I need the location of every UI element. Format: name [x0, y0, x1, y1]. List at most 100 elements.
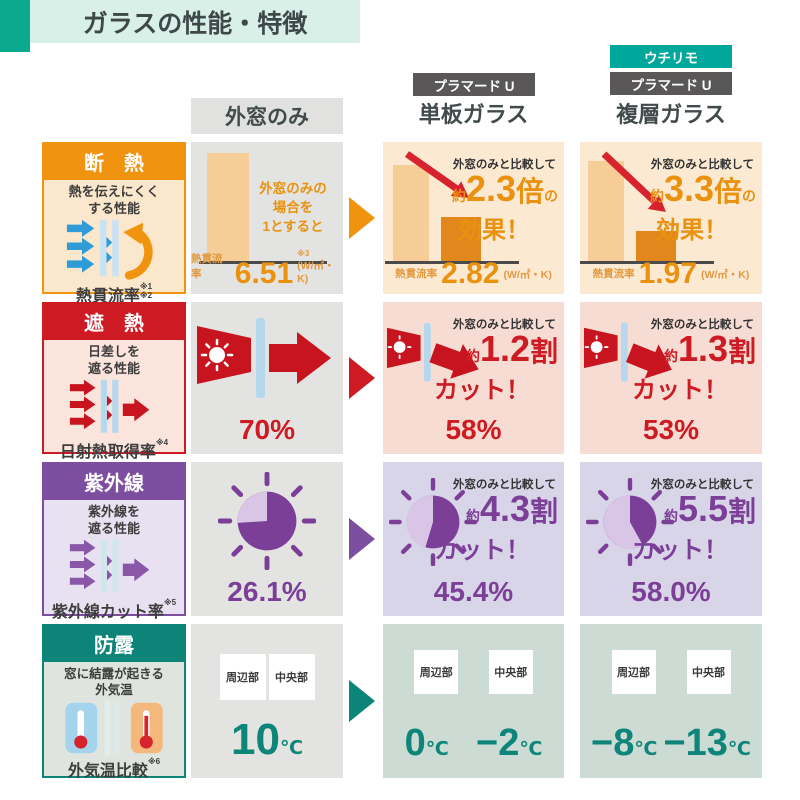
uv-arrows-icon: [69, 539, 150, 593]
shade-single-value: 58%: [445, 414, 502, 445]
effect-text-line2: カット！: [434, 377, 530, 404]
sun-arrow-icon: [197, 318, 331, 398]
effect-text: 約 5.5 割: [663, 488, 756, 529]
series-badge-uchirimo: ウチリモ: [610, 45, 732, 68]
brand-badge-double: プラマード U: [610, 72, 732, 95]
metric-unit: (W/㎡・K): [700, 269, 750, 281]
row-metric-shade: 日射熱取得率※4: [59, 437, 169, 461]
center-label-box: 中央部: [488, 650, 533, 694]
dew-single-temps: 0℃ −2℃: [404, 722, 543, 764]
sun-arrow-icon: [584, 322, 672, 382]
sun-pie-icon: [388, 477, 478, 567]
cell-uv-double: 外窓のみと比較して 約 5.5 割 カット！ 58.0%: [580, 462, 762, 616]
row-desc-uv: 紫外線を 遮る性能: [87, 504, 140, 536]
effect-text: 約 4.3 割: [465, 488, 558, 529]
effect-text-line2: カット！: [632, 377, 728, 404]
flow-arrow-icon: [349, 197, 375, 239]
brand-badge-single: プラマード U: [413, 73, 535, 96]
flow-arrow-icon: [349, 357, 375, 399]
baseline-bar: [207, 153, 249, 261]
effect-text-line2: カット！: [632, 537, 728, 564]
comparison-note: 外窓のみと比較して: [452, 159, 556, 171]
metric-label: 熱貫流率: [395, 268, 438, 280]
row-header-shade: 遮 熱: [44, 304, 184, 340]
center-temp: −13: [663, 722, 728, 764]
column-header-baseline: 外窓のみ: [191, 98, 343, 134]
metric-footnote: ※3: [297, 249, 310, 258]
dew-double-temps: −8℃ −13℃: [591, 722, 751, 764]
dew-baseline-temp: 10 ℃: [231, 715, 303, 764]
row-metric-uv: 紫外線カット率※5: [51, 597, 177, 621]
cell-dew-single: 周辺部 中央部 0℃ −2℃: [383, 624, 564, 778]
baseline-note: 外窓のみの 場合を 1とすると: [259, 181, 327, 234]
effect-text: 約 2.3 倍の: [451, 168, 558, 209]
column-header-single: 単板ガラス: [418, 102, 529, 127]
metric-value: 1.97: [638, 256, 697, 290]
sun-pie-icon: [218, 472, 316, 570]
row-metric-dew: 外気温比較※6: [67, 756, 161, 780]
row-desc-insulation: 熱を伝えにくく する性能: [68, 184, 160, 216]
uv-double-value: 58.0%: [631, 576, 711, 607]
effect-text: 約 3.3 倍の: [649, 168, 756, 209]
row-label-shade: 遮 熱 日差しを 遮る性能 日射熱取得率※4: [42, 302, 186, 461]
row-desc-dew: 窓に結露が起きる 外気温: [64, 667, 164, 698]
comparison-note: 外窓のみと比較して: [650, 479, 754, 491]
flow-arrow-icon: [349, 518, 375, 560]
improved-bar: [636, 231, 676, 261]
row-label-dew: 防露 窓に結露が起きる 外気温 外気温比較※6: [42, 624, 186, 780]
row-metric-insulation: 熱貫流率※1 ※2: [75, 281, 153, 305]
page-title: ガラスの性能・特徴: [30, 0, 360, 43]
metric-label: 熱貫流率: [191, 253, 223, 280]
cell-shade-baseline: 70%: [191, 302, 343, 454]
cell-uv-single: 外窓のみと比較して 約 4.3 割 カット！ 45.4%: [383, 462, 564, 616]
insulation-arrows-icon: [66, 219, 153, 280]
effect-text: 約 1.3 割: [663, 328, 756, 369]
uv-single-value: 45.4%: [433, 576, 514, 607]
row-header-insulation: 断 熱: [44, 144, 184, 180]
decrease-arrow-icon: [404, 151, 469, 198]
edge-label-box: 周辺部: [611, 650, 656, 694]
chart-axis: [199, 261, 327, 264]
edge-label-box: 周辺部: [414, 650, 459, 694]
effect-text-line2: 効果！: [656, 217, 728, 244]
row-desc-shade: 日差しを 遮る性能: [87, 344, 140, 376]
title-accent-square: [0, 0, 30, 52]
metric-label: 熱貫流率: [592, 268, 635, 280]
metric-unit: (W/㎡・K): [503, 269, 552, 281]
row-label-insulation: 断 熱 熱を伝えにくく する性能 熱貫流率※1 ※: [42, 142, 186, 305]
chart-axis: [580, 261, 714, 264]
edge-temp: 0: [404, 722, 426, 764]
shade-arrows-icon: [69, 379, 150, 433]
row-header-dew: 防露: [44, 626, 184, 662]
baseline-bar: [588, 161, 624, 261]
metric-value: 6.51: [234, 256, 294, 290]
cell-dew-double: 周辺部 中央部 −8℃ −13℃: [580, 624, 762, 778]
cell-insulation-double: 外窓のみと比較して 約 3.3 倍の 効果！ 熱貫流率 1.97 (W/㎡・K): [580, 142, 762, 294]
effect-text: 約 1.2 割: [465, 328, 558, 369]
flow-arrow-icon: [349, 680, 375, 722]
cell-shade-double: 外窓のみと比較して 約 1.3 割 カット！ 53%: [580, 302, 762, 454]
row-label-uv: 紫外線 紫外線を 遮る性能 紫外線カット率※5: [42, 462, 186, 621]
metric-value: 2.82: [441, 256, 500, 290]
shade-double-value: 53%: [642, 414, 700, 445]
effect-text-line2: 効果！: [458, 217, 530, 244]
thermometer-icon: [65, 700, 163, 755]
baseline-bar: [393, 165, 429, 261]
sun-pie-icon: [585, 477, 675, 567]
baseline-bar-chart: [191, 150, 343, 264]
improved-bar: [441, 217, 481, 261]
comparison-note: 外窓のみと比較して: [650, 159, 754, 171]
row-header-uv: 紫外線: [44, 464, 184, 500]
column-header-double: 複層ガラス: [616, 102, 726, 127]
center-temp: −2: [476, 722, 520, 764]
effect-text-line2: カット！: [434, 537, 530, 564]
center-label-box: 中央部: [686, 650, 731, 694]
cell-uv-baseline: 26.1%: [191, 462, 343, 616]
shade-baseline-value: 70%: [238, 414, 296, 445]
center-label-box: 中央部: [268, 654, 315, 700]
comparison-note: 外窓のみと比較して: [452, 479, 556, 491]
comparison-bar-chart: [580, 150, 762, 264]
edge-label-box: 周辺部: [219, 654, 266, 700]
cell-insulation-single: 外窓のみと比較して 約 2.3 倍の 効果！ 熱貫流率 2.82 (W/㎡・K): [383, 142, 564, 294]
